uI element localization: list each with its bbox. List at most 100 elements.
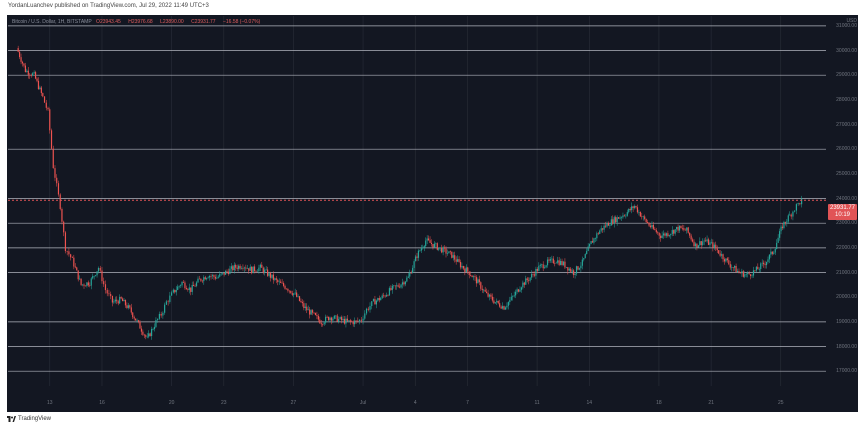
candle-body (735, 265, 737, 273)
candle-body (644, 216, 646, 219)
candle-body (610, 219, 612, 226)
candle-body (729, 264, 731, 268)
candle-body (471, 275, 473, 278)
candle-body (581, 259, 583, 266)
candle-body (200, 278, 202, 281)
candle-body (246, 268, 248, 269)
candle-body (214, 276, 217, 279)
candle-body (622, 215, 624, 218)
candle-body (470, 275, 472, 276)
candle-body (256, 271, 259, 272)
candle-body (739, 272, 742, 274)
candle-body (600, 228, 602, 231)
candle-body (709, 242, 711, 245)
candle-body (500, 306, 502, 309)
candle-body (83, 284, 85, 286)
candle-body (267, 269, 269, 276)
candle-body (95, 275, 97, 276)
candle-body (87, 282, 89, 286)
candle-body (50, 130, 53, 149)
candle-body (288, 290, 290, 292)
candle-body (726, 258, 728, 261)
price-chart-plot[interactable] (8, 16, 826, 386)
candle-body (668, 235, 670, 237)
candle-body (127, 305, 129, 308)
candle-body (400, 284, 402, 288)
candle-body (433, 243, 436, 248)
candle-body (271, 274, 273, 278)
time-axis[interactable]: 13 16 20 23 27 Jul 4 7 11 14 18 21 25 (8, 398, 826, 412)
candle-body (278, 281, 280, 283)
candle-body (281, 282, 283, 284)
open-value: O23943.45 (96, 19, 121, 25)
candle-body (661, 235, 663, 238)
candle-body (181, 281, 183, 286)
candle-body (101, 270, 103, 282)
candle-body (63, 221, 65, 233)
footer: TradingView (7, 416, 51, 422)
x-tick-label: Jul (359, 400, 367, 406)
candle-body (516, 289, 518, 292)
candle-body (19, 51, 21, 58)
candle-body (194, 286, 196, 287)
candle-body (358, 319, 361, 322)
candle-body (230, 266, 232, 269)
last-price-value: 23931.77 (829, 205, 856, 211)
candle-body (689, 232, 691, 236)
candle-body (238, 265, 240, 269)
candle-body (329, 317, 331, 321)
candle-body (311, 310, 314, 313)
candle-body (360, 319, 362, 321)
candle-body (332, 318, 334, 321)
candle-body (306, 306, 308, 311)
symbol-label: Bitcoin / U.S. Dollar, 1H, BITSTAMP (12, 19, 92, 25)
candle-body (336, 315, 338, 322)
candle-body (17, 48, 19, 52)
candle-body (570, 268, 572, 272)
candle-body (422, 247, 424, 249)
candle-body (76, 267, 78, 271)
price-axis[interactable]: 31000.00 30000.00 29000.00 28000.00 27000.00… (826, 16, 858, 386)
candle-body (387, 295, 389, 296)
candle-body (216, 277, 218, 279)
candle-body (554, 263, 556, 264)
bar-countdown: 10:19 (834, 212, 850, 218)
candle-body (26, 70, 28, 72)
candle-body (617, 217, 620, 219)
x-tick-label: 14 (586, 400, 593, 406)
candle-body (655, 229, 657, 233)
candle-body (206, 278, 208, 280)
candle-body (559, 260, 562, 265)
candle-body (184, 282, 186, 289)
candle-body (190, 287, 192, 292)
candle-body (27, 70, 29, 75)
candle-body (723, 259, 726, 262)
candle-body (259, 264, 261, 268)
candle-body (716, 248, 718, 251)
candle-body (348, 320, 350, 321)
candle-body (510, 296, 512, 300)
candle-body (169, 295, 171, 302)
candle-body (551, 258, 553, 260)
candle-body (670, 233, 672, 236)
candle-body (480, 282, 482, 289)
candle-body (317, 315, 319, 320)
candle-body (414, 256, 417, 262)
candle-body (49, 109, 51, 131)
candle-body (90, 278, 92, 286)
candle-body (294, 292, 296, 294)
candle-body (648, 223, 650, 226)
candle-body (568, 268, 570, 271)
candle-body (441, 247, 443, 253)
candle-body (371, 301, 373, 307)
y-tick-label: 28000.00 (836, 96, 857, 103)
candle-body (139, 321, 141, 329)
candle-body (445, 248, 447, 254)
candle-body (606, 223, 608, 227)
candle-body (584, 254, 586, 259)
candle-body (245, 267, 247, 269)
y-tick-label: 26000.00 (836, 146, 857, 153)
candle-body (786, 221, 788, 223)
candle-body (799, 203, 801, 205)
candle-body (552, 258, 554, 264)
